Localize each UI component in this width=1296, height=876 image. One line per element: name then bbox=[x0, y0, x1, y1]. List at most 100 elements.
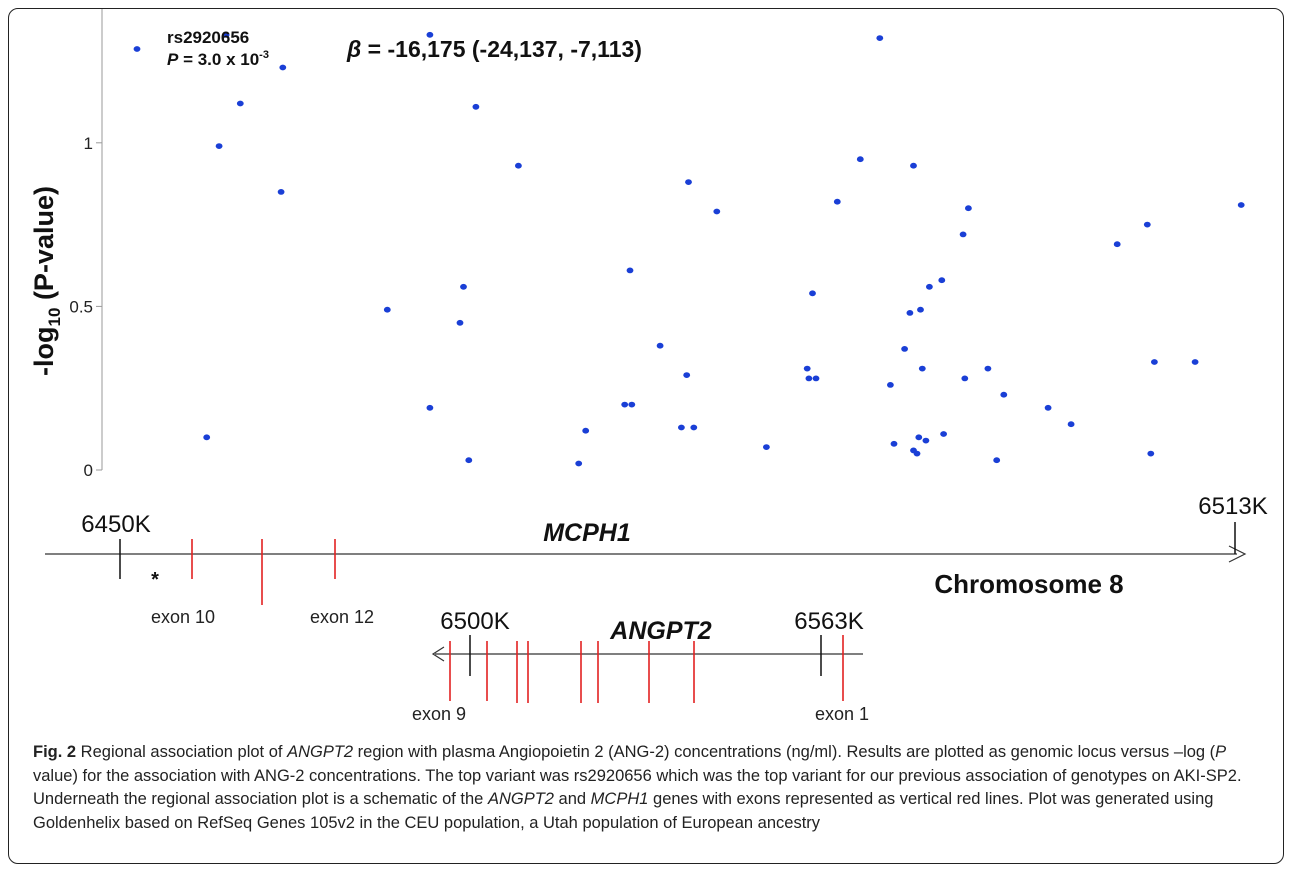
caption-text-1: Regional association plot of bbox=[76, 743, 288, 761]
data-point bbox=[383, 306, 391, 313]
data-point bbox=[906, 310, 914, 316]
data-point bbox=[913, 450, 921, 457]
chrom-end-label: 6513K bbox=[1198, 493, 1267, 520]
data-point bbox=[961, 375, 969, 382]
mcph1-exon-label: exon 10 bbox=[151, 607, 215, 627]
caption-fig-label: Fig. 2 bbox=[33, 743, 77, 761]
data-point bbox=[887, 382, 894, 388]
data-point bbox=[1044, 404, 1052, 411]
data-point bbox=[1151, 359, 1158, 365]
data-point bbox=[1000, 391, 1008, 398]
data-point bbox=[515, 162, 522, 169]
data-point bbox=[984, 365, 992, 372]
scatter-points bbox=[203, 31, 1245, 467]
data-point bbox=[236, 100, 244, 107]
y-tick-label: 0.5 bbox=[69, 297, 93, 316]
data-point bbox=[938, 277, 946, 284]
data-point bbox=[628, 401, 636, 408]
caption-text-4: and bbox=[553, 790, 591, 808]
data-point bbox=[763, 444, 770, 450]
data-point bbox=[1143, 221, 1151, 228]
data-point bbox=[582, 427, 590, 434]
legend-pvalue: P = 3.0 x 10-3 bbox=[167, 49, 269, 69]
data-point bbox=[965, 205, 972, 212]
y-tick-label: 0 bbox=[84, 461, 93, 480]
data-point bbox=[690, 424, 698, 431]
angpt2-arrowhead bbox=[431, 646, 445, 662]
data-point bbox=[922, 437, 930, 444]
y-axis-label: -log10 (P-value) bbox=[29, 186, 64, 376]
angpt2-start-label: 6500K bbox=[440, 608, 509, 635]
legend-p-symbol: P bbox=[167, 50, 179, 69]
y-tick-label: 1 bbox=[84, 134, 93, 153]
caption-p: P bbox=[1215, 743, 1227, 761]
angpt2-exon-label: exon 1 bbox=[815, 704, 869, 724]
asterisk-marker: * bbox=[151, 569, 159, 591]
gene-label-mcph1: MCPH1 bbox=[543, 519, 631, 547]
y-axis-label-sub: 10 bbox=[45, 308, 64, 327]
data-point bbox=[856, 156, 864, 163]
data-point bbox=[809, 290, 816, 297]
data-point bbox=[915, 434, 923, 441]
data-point bbox=[215, 143, 223, 150]
data-point bbox=[901, 346, 908, 352]
caption-gene-angpt2-2: ANGPT2 bbox=[487, 790, 554, 808]
beta-symbol: β bbox=[346, 36, 361, 62]
data-point bbox=[713, 208, 721, 215]
data-point bbox=[959, 231, 967, 238]
caption-text-3: value) for the association with ANG-2 co… bbox=[33, 766, 1242, 809]
data-point bbox=[1067, 421, 1075, 428]
data-point bbox=[656, 342, 664, 349]
data-point bbox=[456, 319, 464, 326]
legend-marker bbox=[133, 46, 141, 52]
figure-caption: Fig. 2 Regional association plot of ANGP… bbox=[33, 741, 1273, 835]
beta-annotation: β = -16,175 (-24,137, -7,113) bbox=[346, 36, 642, 62]
chrom-start-label: 6450K bbox=[81, 511, 150, 538]
data-point bbox=[1113, 241, 1121, 248]
gene-label-angpt2: ANGPT2 bbox=[609, 617, 712, 645]
data-point bbox=[803, 365, 811, 372]
mcph1-exon-label: exon 12 bbox=[310, 607, 374, 627]
data-point bbox=[1147, 450, 1155, 457]
data-point bbox=[626, 267, 634, 274]
data-point bbox=[277, 189, 285, 195]
y-axis-label-tail: (P-value) bbox=[29, 186, 59, 308]
data-point bbox=[465, 457, 473, 464]
angpt2-end-label: 6563K bbox=[794, 608, 863, 635]
legend-p-exponent: -3 bbox=[259, 49, 269, 61]
data-point bbox=[876, 35, 884, 41]
legend-label: rs2920656 bbox=[167, 28, 249, 47]
data-point bbox=[993, 457, 1001, 464]
caption-gene-mcph1: MCPH1 bbox=[590, 790, 649, 808]
data-point bbox=[917, 306, 924, 313]
data-point bbox=[460, 283, 467, 290]
data-point bbox=[222, 31, 230, 38]
chromosome-label: Chromosome 8 bbox=[934, 569, 1123, 599]
caption-text-2: region with plasma Angiopoietin 2 (ANG-2… bbox=[353, 743, 1216, 761]
caption-text-5: genes with exons represented as vertical… bbox=[33, 790, 1214, 832]
angpt2-exon-label: exon 9 bbox=[412, 704, 466, 724]
data-point bbox=[685, 179, 692, 186]
beta-text: = -16,175 (-24,137, -7,113) bbox=[361, 36, 642, 62]
data-point bbox=[426, 31, 434, 38]
data-point bbox=[426, 404, 434, 411]
data-point bbox=[1237, 202, 1245, 208]
y-axis-label-main: -log bbox=[29, 326, 59, 375]
data-point bbox=[890, 440, 898, 447]
data-point bbox=[678, 424, 685, 431]
caption-gene-angpt2: ANGPT2 bbox=[287, 743, 354, 761]
data-point bbox=[812, 375, 820, 382]
data-point bbox=[833, 198, 841, 205]
data-point bbox=[926, 283, 933, 290]
data-point bbox=[910, 162, 917, 169]
data-point bbox=[1191, 359, 1199, 365]
data-point bbox=[575, 460, 583, 467]
data-point bbox=[683, 372, 691, 378]
data-point bbox=[203, 434, 211, 441]
data-point bbox=[279, 64, 287, 71]
data-point bbox=[805, 375, 813, 382]
legend-p-text: = 3.0 x 10 bbox=[178, 50, 259, 69]
data-point bbox=[621, 401, 629, 408]
